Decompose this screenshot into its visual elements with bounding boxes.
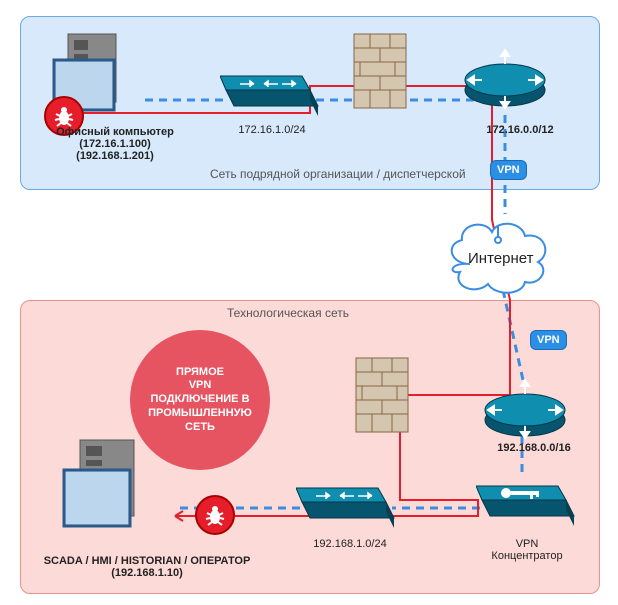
- label-cloud: Интернет: [468, 250, 533, 267]
- label-vpn-conc: VPN Концентратор: [477, 538, 577, 562]
- node-vpn-concentrator: [476, 476, 576, 536]
- vpn-badge-2: VPN: [530, 330, 567, 350]
- vpn-badge-1: VPN: [490, 160, 527, 180]
- zone-office-label: Сеть подрядной организации / диспетчерск…: [210, 167, 466, 181]
- node-ot-firewall: [352, 352, 422, 442]
- node-scada-pc: [58, 434, 178, 544]
- node-ot-switch: [296, 478, 396, 538]
- label-scada: SCADA / HMI / HISTORIAN / ОПЕРАТОР (192.…: [32, 555, 262, 579]
- label-ot-sw: 192.168.1.0/24: [300, 538, 400, 550]
- label-office-sw: 172.16.1.0/24: [222, 124, 322, 136]
- label-ot-rtr: 192.168.0.0/16: [484, 442, 584, 454]
- diagram-canvas: ПРЯМОЕ VPN ПОДКЛЮЧЕНИЕ В ПРОМЫШЛЕННУЮ СЕ…: [0, 0, 618, 605]
- warning-text: ПРЯМОЕ VPN ПОДКЛЮЧЕНИЕ В ПРОМЫШЛЕННУЮ СЕ…: [148, 366, 252, 435]
- node-office-firewall: [350, 28, 420, 118]
- zone-ot-label: Технологическая сеть: [227, 306, 349, 320]
- malware-icon: [195, 495, 235, 535]
- label-office-rtr: 172.16.0.0/12: [470, 124, 570, 136]
- node-office-router: [460, 44, 550, 124]
- node-office-switch: [220, 66, 320, 126]
- label-office-pc: Офисный компьютер (172.16.1.100) (192.16…: [40, 126, 190, 162]
